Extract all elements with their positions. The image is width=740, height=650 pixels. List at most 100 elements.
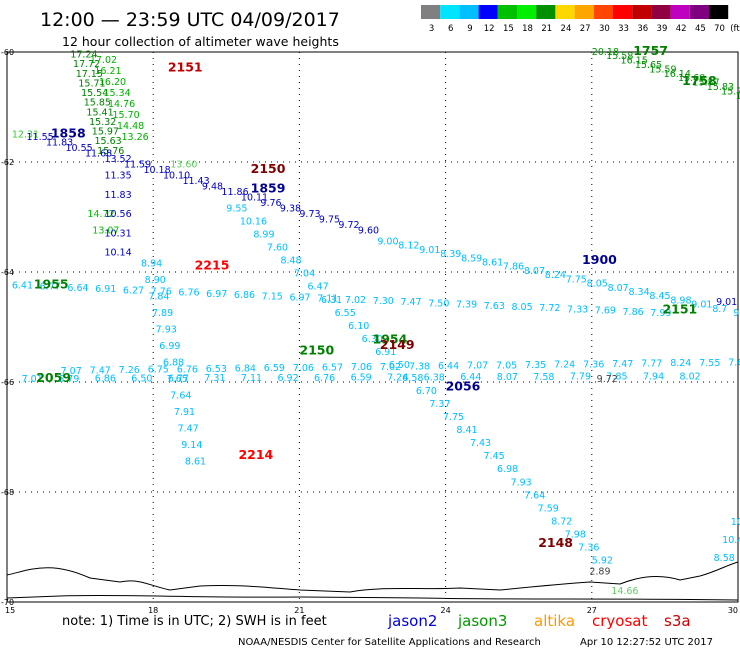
- swh-value: 7.50: [428, 298, 449, 309]
- plot-frame: [6, 51, 739, 603]
- swh-value: 13.60: [170, 160, 197, 171]
- swh-value: 7.85: [606, 372, 627, 383]
- swh-value: 6.27: [123, 285, 144, 296]
- satellite-track: 10.8 10.40 8.58: [714, 517, 740, 564]
- swh-value: 15.70: [112, 110, 139, 121]
- swh-value: 7.55: [699, 358, 720, 369]
- swh-value: 7.99: [650, 308, 671, 319]
- swh-value: 7.24: [554, 360, 575, 371]
- swh-value: 7.64: [728, 358, 740, 369]
- swh-value: 9.48: [202, 182, 223, 193]
- swh-value: 5.92: [592, 556, 613, 567]
- swh-value: 7.24: [387, 372, 408, 383]
- swh-value: 7.05: [496, 360, 517, 371]
- swh-value: 15.76: [97, 146, 124, 157]
- lat-label: -70: [1, 598, 14, 607]
- swh-value: 9.75: [319, 215, 340, 226]
- swh-value: 8.99: [253, 230, 274, 241]
- swh-value: 7.36: [583, 359, 604, 370]
- swh-value: 8.7: [712, 304, 727, 315]
- swh-value: 6.76: [314, 373, 335, 384]
- swh-value: 6.53: [206, 364, 227, 375]
- swh-value: 8.61: [185, 457, 206, 468]
- swh-value: 16.14: [664, 69, 691, 80]
- swh-value: 7.11: [317, 294, 338, 305]
- pass-time: 1955: [34, 277, 69, 292]
- swh-value: 8.34: [628, 287, 649, 298]
- swh-value: 7.64: [524, 490, 545, 501]
- legend-value: 21: [541, 24, 552, 34]
- swh-value: 6.76: [178, 288, 199, 299]
- swh-value: 6.50: [389, 360, 410, 371]
- swh-value: 6.84: [235, 364, 256, 375]
- legend-swatch: [632, 5, 652, 19]
- swh-value: 8.05: [587, 279, 608, 290]
- swh-value: 7.15: [262, 291, 283, 302]
- swh-value: 7.93: [156, 325, 177, 336]
- legend-value: 15: [503, 24, 514, 34]
- footer-timestamp: Apr 10 12:27:52 UTC 2017: [580, 637, 713, 648]
- legend-value: 42: [676, 24, 687, 34]
- pass-time: 2214: [238, 447, 273, 462]
- lat-label: -60: [1, 48, 14, 57]
- swh-value: 6.97: [206, 289, 227, 300]
- swh-value: 9.01: [419, 245, 440, 256]
- swh-value: 8.48: [280, 256, 301, 267]
- swh-value: 6.97: [289, 292, 310, 303]
- satellite-jason3: jason3: [457, 612, 507, 630]
- lon-label: 27: [587, 606, 597, 615]
- swh-value: 17.02: [90, 55, 117, 66]
- swh-value: 7.35: [525, 360, 546, 371]
- swh-value: 10.55: [65, 143, 92, 154]
- swh-value: 14.66: [611, 586, 638, 597]
- swh-value: 8.58: [714, 553, 735, 564]
- swh-value: 15.65: [635, 60, 662, 71]
- swh-value: 7.86: [503, 262, 524, 273]
- swh-value: 8.41: [456, 425, 477, 436]
- swh-value: 7.02: [345, 295, 366, 306]
- swh-value: 8.02: [680, 371, 701, 382]
- swh-value: 9.38: [280, 204, 301, 215]
- lat-label: -64: [1, 268, 14, 277]
- lat-label: -66: [1, 378, 14, 387]
- swh-value: 15.59: [649, 64, 676, 75]
- footer-note: note: 1) Time is in UTC; 2) SWH is in fe…: [62, 614, 327, 629]
- swh-value: 15.41: [86, 107, 113, 118]
- swh-value: 12.31: [12, 129, 39, 140]
- swh-value: 7.31: [204, 373, 225, 384]
- pass-time: 2151: [662, 301, 697, 316]
- legend-value: 24: [561, 24, 572, 34]
- swh-value: 16.20: [99, 77, 126, 88]
- swh-value: 11.68: [85, 149, 112, 160]
- legend-value: 3: [429, 24, 434, 34]
- swh-value: 15.85: [84, 98, 111, 109]
- swh-value: 10.16: [240, 217, 267, 228]
- swh-value: 15.63: [94, 136, 121, 147]
- swh-value: 20.18: [592, 47, 619, 58]
- swh-value: 15.74: [721, 86, 740, 97]
- swh-value: 8.94: [141, 259, 162, 270]
- swh-value: 11.43: [182, 176, 209, 187]
- swh-value: 15.54: [81, 88, 108, 99]
- swh-value: 7.06: [351, 362, 372, 373]
- swh-value: 10.14: [104, 248, 131, 259]
- swh-value: 6.44: [460, 372, 481, 383]
- swh-value: 8.07: [497, 372, 518, 383]
- swh-value: 8.07: [524, 266, 545, 277]
- swh-value: 8.24: [670, 358, 691, 369]
- legend-swatch: [517, 5, 537, 19]
- satellite-track: 12.31: [12, 129, 39, 140]
- satellite-track: 9.01: [716, 297, 737, 308]
- lon-label: 18: [148, 606, 158, 615]
- swh-value: 6.98: [497, 464, 518, 475]
- satellite-track: 7.07 7.47 7.26 6.75 6.76 6.53 6.84 6.59 7.06 6.57…: [61, 358, 740, 377]
- swh-value: 9.01: [716, 297, 737, 308]
- legend-value: 45: [695, 24, 706, 34]
- swh-value: 14.48: [117, 121, 144, 132]
- swh-value: 7.06: [293, 363, 314, 374]
- ice-shelf-edge: [6, 594, 739, 601]
- swh-value: 7.33: [567, 304, 588, 315]
- legend-value: 39: [657, 24, 668, 34]
